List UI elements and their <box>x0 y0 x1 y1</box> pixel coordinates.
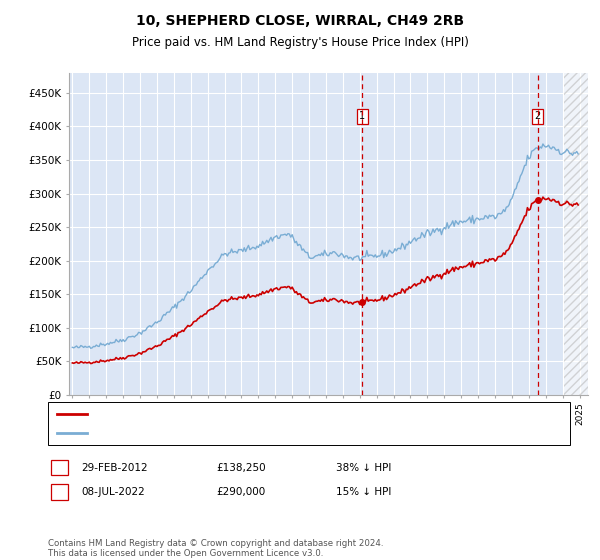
Text: £290,000: £290,000 <box>216 487 265 497</box>
Text: Contains HM Land Registry data © Crown copyright and database right 2024.
This d: Contains HM Land Registry data © Crown c… <box>48 539 383 558</box>
Text: £138,250: £138,250 <box>216 463 266 473</box>
Text: Price paid vs. HM Land Registry's House Price Index (HPI): Price paid vs. HM Land Registry's House … <box>131 36 469 49</box>
Text: 15% ↓ HPI: 15% ↓ HPI <box>336 487 391 497</box>
Text: 10, SHEPHERD CLOSE, WIRRAL, CH49 2RB (detached house): 10, SHEPHERD CLOSE, WIRRAL, CH49 2RB (de… <box>93 409 394 419</box>
Text: 1: 1 <box>56 463 63 473</box>
Text: 2: 2 <box>56 487 63 497</box>
Text: 1: 1 <box>359 111 365 122</box>
Bar <box>564 73 588 395</box>
Text: 38% ↓ HPI: 38% ↓ HPI <box>336 463 391 473</box>
Text: 2: 2 <box>535 111 541 122</box>
Text: 10, SHEPHERD CLOSE, WIRRAL, CH49 2RB: 10, SHEPHERD CLOSE, WIRRAL, CH49 2RB <box>136 14 464 28</box>
Text: HPI: Average price, detached house, Wirral: HPI: Average price, detached house, Wirr… <box>93 428 307 438</box>
Text: 29-FEB-2012: 29-FEB-2012 <box>81 463 148 473</box>
Text: 08-JUL-2022: 08-JUL-2022 <box>81 487 145 497</box>
